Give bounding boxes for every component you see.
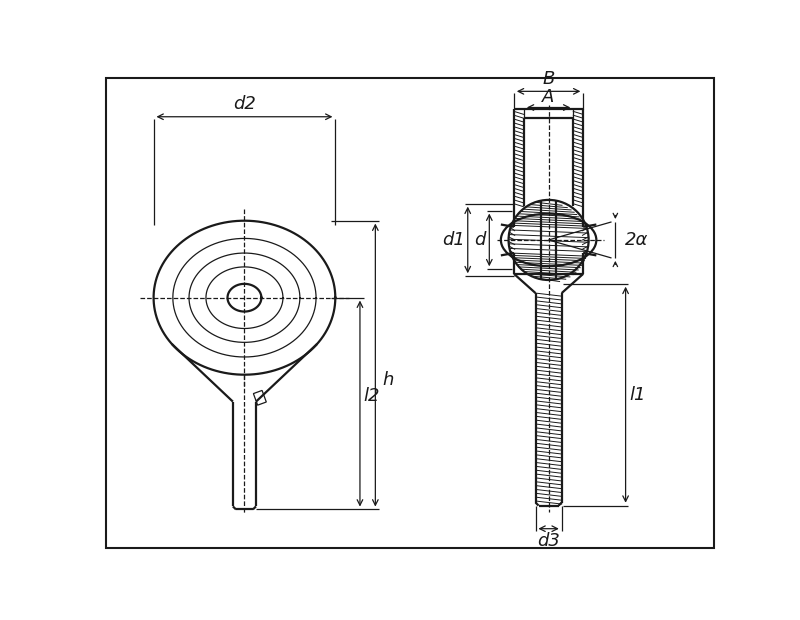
Text: d: d: [474, 231, 486, 249]
Text: B: B: [542, 70, 554, 88]
Text: d3: d3: [537, 532, 560, 550]
Text: l2: l2: [363, 387, 380, 405]
Text: d1: d1: [442, 231, 466, 249]
Text: h: h: [382, 371, 394, 389]
Text: l1: l1: [630, 386, 646, 404]
Text: 2α: 2α: [626, 231, 649, 249]
Text: d2: d2: [233, 95, 256, 113]
Text: A: A: [542, 89, 554, 107]
